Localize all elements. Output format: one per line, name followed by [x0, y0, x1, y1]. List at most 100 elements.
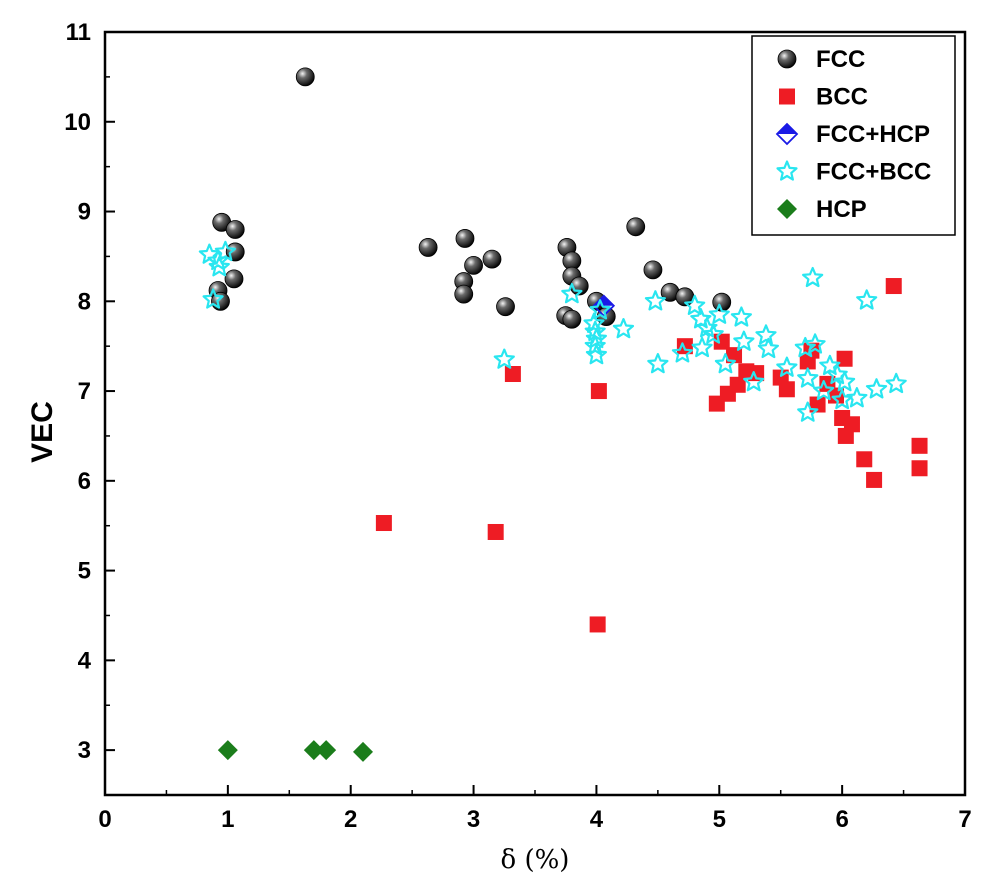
fcc-bcc-point [730, 306, 752, 327]
fcc-bcc-point [708, 303, 730, 324]
bcc-point [487, 523, 504, 540]
y-tick-label: 10 [64, 109, 91, 136]
fcc-bcc-point [797, 401, 819, 422]
fcc-point [562, 309, 582, 329]
fcc-bcc-point [612, 318, 635, 339]
fcc-point [464, 255, 483, 275]
bcc-point [778, 381, 795, 398]
x-tick-label: 6 [835, 806, 848, 833]
hcp-point [303, 740, 324, 761]
legend-label: FCC+HCP [816, 121, 930, 148]
bcc-point [590, 383, 607, 400]
x-tick-label: 4 [590, 806, 604, 833]
bcc-point [375, 515, 392, 532]
fcc-bcc-point [804, 333, 826, 354]
legend-bcc-marker [779, 88, 795, 105]
legend-hcp-marker [777, 199, 797, 219]
y-tick-label: 8 [78, 288, 91, 315]
y-tick-label: 9 [78, 199, 91, 226]
fcc-bcc-point [583, 312, 605, 333]
y-tick-label: 6 [78, 468, 91, 495]
y-tick-label: 4 [78, 647, 92, 674]
fcc-bcc-point [585, 344, 607, 365]
fcc-bcc-point [690, 308, 712, 329]
x-axis-title: δ (%) [501, 845, 570, 875]
fcc-bcc-point [644, 290, 666, 311]
fcc-bcc-point [755, 324, 777, 345]
bcc-point [866, 471, 883, 488]
legend-box [751, 35, 956, 236]
fcc-bcc-point [214, 240, 236, 262]
legend-label: FCC+BCC [816, 159, 931, 186]
fcc-bcc-point [647, 353, 669, 374]
fcc-bcc-point [714, 353, 736, 374]
bcc-point [504, 366, 521, 383]
hcp-point [217, 740, 238, 761]
bcc-point [911, 437, 928, 454]
fcc-point [418, 238, 438, 257]
fcc-bcc-point [885, 372, 907, 394]
y-tick-label: 5 [78, 558, 91, 585]
fcc-bcc-point [865, 378, 888, 399]
bcc-point [856, 451, 873, 468]
fcc-point [225, 220, 245, 239]
fcc-point [496, 297, 515, 317]
fcc-bcc-point [834, 371, 856, 392]
fcc-bcc-point [589, 299, 611, 320]
x-tick-label: 0 [98, 806, 111, 833]
fcc-bcc-point [702, 323, 724, 344]
legend: FCC BCC FCC+HCP FCC+BCC HCP [751, 35, 956, 236]
y-axis-title: VEC [26, 401, 59, 463]
hcp-point [353, 741, 373, 762]
bcc-point [843, 416, 860, 433]
x-tick-label: 3 [467, 806, 480, 833]
fcc-point [482, 249, 502, 269]
y-tick-label: 7 [78, 378, 91, 405]
fcc-bcc-point [493, 348, 515, 369]
bcc-point [885, 278, 902, 295]
fcc-point [643, 260, 663, 280]
bcc-point [589, 616, 606, 633]
fcc-point [224, 269, 244, 289]
bcc-point [911, 460, 928, 477]
fcc-bcc-point [684, 294, 706, 315]
fcc-bcc-point [794, 336, 816, 358]
x-tick-label: 7 [958, 806, 971, 833]
y-tick-label: 11 [66, 19, 91, 46]
legend-fcc-hcp-marker [775, 122, 799, 146]
fcc-point [626, 217, 646, 237]
axis-ticks: 0 1 2 3 4 5 6 7 3 4 5 6 7 8 9 10 11 [64, 19, 971, 833]
bcc-point [726, 347, 743, 364]
fcc-bcc-point [819, 354, 841, 376]
fcc-bcc-point [856, 289, 878, 310]
fcc-point [455, 229, 475, 248]
fcc-bcc-point [846, 387, 868, 408]
fcc-bcc-point [757, 337, 779, 359]
bcc-point [836, 350, 853, 367]
fcc-bcc-point [802, 266, 824, 288]
bcc-point [828, 387, 844, 404]
fcc-point [211, 291, 230, 311]
fcc-bcc-point [797, 367, 819, 388]
fcc-bcc-point [743, 371, 765, 392]
x-tick-label: 2 [344, 806, 357, 833]
y-tick-label: 3 [78, 737, 91, 764]
fcc-bcc-point [671, 342, 693, 363]
fcc-bcc-point [733, 330, 755, 351]
fcc-point [454, 284, 474, 304]
fcc-bcc-point [776, 356, 798, 377]
fcc-bcc-point [561, 283, 583, 304]
fcc-bcc-point [208, 256, 230, 277]
fcc-bcc-point [585, 327, 607, 349]
hcp-point [316, 740, 337, 761]
fcc-bcc-point [691, 336, 713, 358]
legend-label: BCC [816, 84, 868, 111]
legend-fcc-bcc-marker [776, 160, 798, 181]
fcc-bcc-point [202, 288, 224, 309]
legend-label: FCC [816, 46, 865, 73]
legend-label: HCP [816, 196, 867, 223]
fcc-point [295, 67, 315, 87]
legend-fcc-marker [777, 49, 797, 69]
bcc-point [729, 376, 746, 393]
